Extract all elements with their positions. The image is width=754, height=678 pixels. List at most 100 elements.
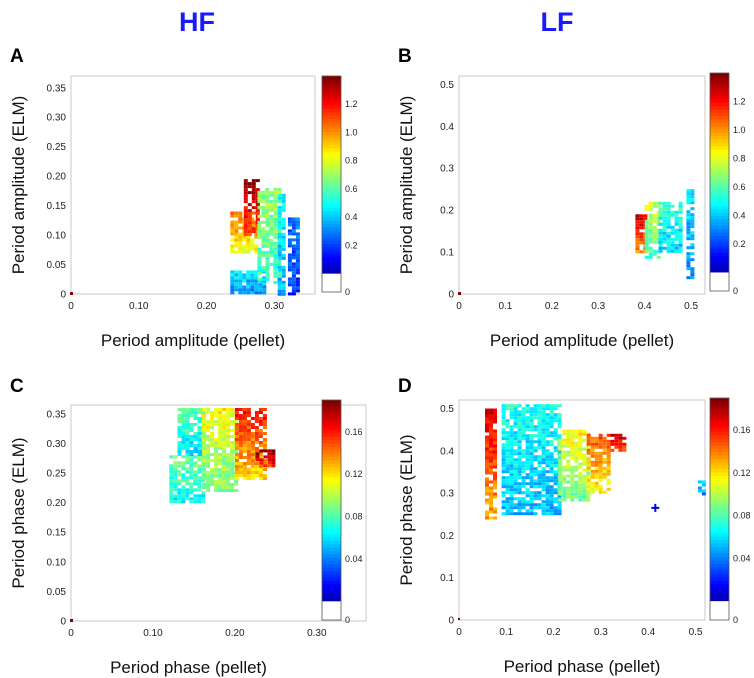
colorbar-segment: [322, 450, 341, 455]
heatmap-cell: [226, 426, 231, 429]
heatmap-cell: [545, 431, 550, 435]
heatmap-cell: [234, 429, 239, 432]
heatmap-cell: [529, 503, 534, 507]
colorbar-segment: [322, 201, 341, 206]
heatmap-cell: [513, 452, 518, 456]
heatmap-cell: [246, 432, 251, 435]
heatmap-blob: [177, 408, 206, 456]
heatmap-cell: [291, 223, 296, 227]
heatmap-cell: [586, 481, 591, 485]
heatmap-cell: [251, 191, 256, 195]
y-tick-label: 0.05: [47, 260, 67, 271]
colorbar-tick-label: 0.4: [733, 210, 746, 220]
heatmap-cell: [509, 473, 514, 477]
heatmap-cell: [690, 213, 695, 217]
colorbar-segment: [322, 504, 341, 508]
heatmap-cell: [193, 417, 198, 420]
heatmap-cell: [648, 213, 653, 217]
heatmap-cell: [281, 241, 286, 245]
heatmap-cell: [529, 449, 534, 453]
heatmap-cell: [537, 482, 542, 486]
heatmap-cell: [189, 426, 194, 429]
heatmap-blob: [277, 193, 286, 296]
colorbar-segment: [710, 479, 729, 484]
heatmap-cell: [570, 432, 575, 436]
heatmap-cell: [222, 489, 227, 492]
colorbar-segment: [710, 225, 729, 230]
heatmap-cell: [295, 253, 300, 257]
y-tick-label: 0.15: [47, 528, 67, 539]
heatmap-cell: [259, 464, 264, 468]
heatmap-cell: [281, 253, 286, 257]
heatmap-cell: [193, 432, 198, 435]
heatmap-cell: [242, 444, 247, 447]
heatmap-cell: [509, 506, 514, 510]
x-tick-label: 0.20: [225, 628, 245, 639]
heatmap-cell: [549, 503, 554, 507]
colorbar-segment: [710, 442, 729, 446]
heatmap-cell: [670, 243, 675, 247]
heatmap-cell: [169, 470, 174, 474]
heatmap-cell: [258, 291, 263, 295]
heatmap-cell: [566, 435, 571, 439]
heatmap-cell: [273, 220, 278, 224]
heatmap-cell: [254, 288, 259, 292]
heatmap-cell: [265, 187, 270, 191]
heatmap-blob: [202, 408, 239, 492]
heatmap-cell: [295, 268, 300, 272]
heatmap-cell: [246, 408, 251, 411]
heatmap-cell: [243, 218, 248, 222]
heatmap-cell: [269, 190, 274, 194]
heatmap-cell: [517, 404, 522, 408]
heatmap-cell: [234, 483, 239, 486]
heatmap-cell: [635, 226, 640, 230]
heatmap-cell: [177, 447, 182, 450]
heatmap-cell: [602, 472, 607, 476]
heatmap-cell: [258, 453, 263, 456]
heatmap-cell: [517, 425, 522, 429]
y-axis-label: Period amplitude (ELM): [397, 96, 416, 275]
heatmap-cell: [493, 510, 497, 514]
heatmap-cell: [277, 238, 282, 242]
colorbar-segment: [322, 470, 341, 475]
heatmap-cell: [570, 477, 575, 481]
heatmap-cell: [610, 433, 615, 437]
heatmap-cell: [582, 498, 587, 502]
colorbar-segment: [322, 574, 341, 579]
heatmap-cell: [261, 193, 266, 197]
colorbar-segment: [710, 469, 729, 474]
heatmap-cell: [678, 219, 683, 223]
heatmap-cell: [545, 404, 550, 408]
colorbar-segment: [710, 526, 729, 531]
colorbar-segment: [322, 510, 341, 515]
heatmap-cell: [489, 408, 493, 412]
colorbar-segment: [710, 209, 729, 214]
heatmap-cell: [533, 482, 538, 486]
heatmap-cell: [501, 419, 506, 423]
heatmap-cell: [545, 449, 550, 453]
heatmap-cell: [566, 444, 571, 448]
colorbar-segment: [322, 483, 341, 488]
heatmap-cell: [666, 216, 671, 220]
heatmap-cell: [602, 436, 607, 440]
heatmap-cell: [586, 466, 591, 470]
heatmap-cell: [218, 411, 223, 414]
heatmap-cell: [277, 235, 282, 239]
heatmap-cell: [644, 219, 649, 223]
heatmap-cell: [501, 410, 506, 414]
heatmap-cell: [273, 271, 278, 275]
heatmap-cell: [254, 291, 259, 295]
heatmap-cell: [509, 425, 514, 429]
heatmap-cell: [222, 435, 227, 438]
heatmap-cell: [250, 465, 255, 468]
colorbar-segment: [710, 543, 729, 548]
heatmap-cell: [173, 500, 178, 504]
heatmap-cell: [562, 429, 567, 433]
heatmap-cell: [234, 244, 239, 248]
heatmap-cell: [533, 467, 538, 471]
heatmap-cell: [594, 475, 599, 479]
heatmap-cell: [614, 442, 619, 446]
heatmap-cell: [250, 238, 255, 242]
heatmap-cell: [541, 458, 546, 462]
heatmap-cell: [230, 447, 235, 450]
